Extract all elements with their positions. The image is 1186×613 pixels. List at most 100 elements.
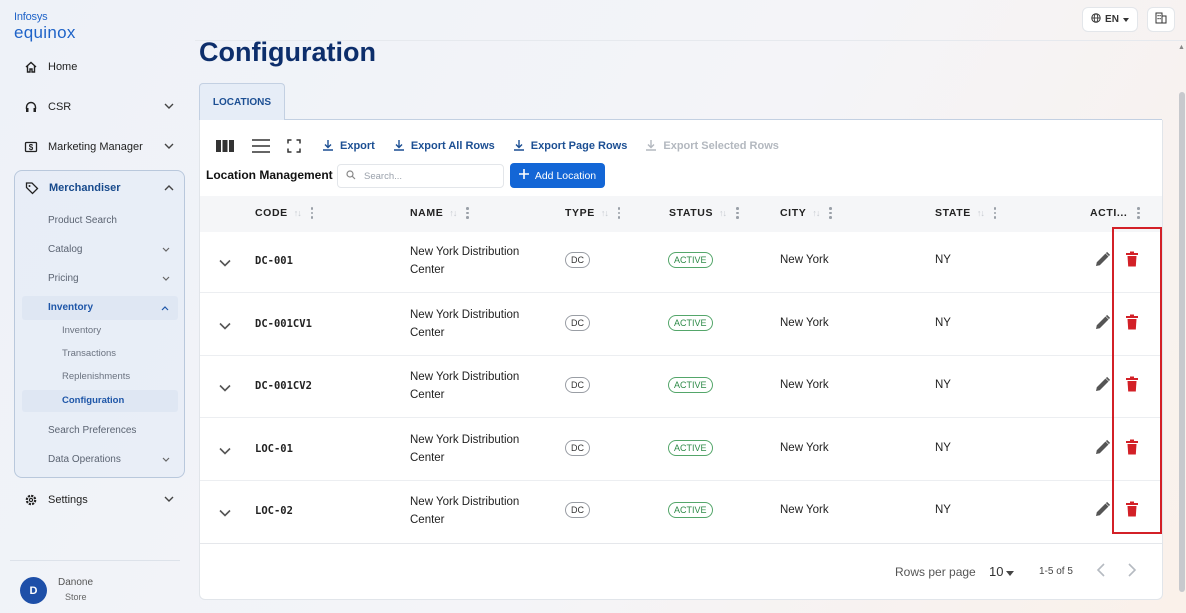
status-badge: ACTIVE <box>668 377 713 393</box>
sort-icon[interactable]: ↑↓ <box>449 208 457 218</box>
export-all-rows-button[interactable]: Export All Rows <box>393 139 495 154</box>
cell-name: New York Distribution Center <box>410 309 520 339</box>
nav-configuration[interactable]: Configuration <box>62 395 125 406</box>
column-label: ACTI... <box>1090 207 1128 219</box>
chevron-down-icon <box>162 455 170 466</box>
merchandiser-section: Merchandiser <box>14 170 185 478</box>
export-button[interactable]: Export <box>322 139 375 154</box>
column-menu-icon[interactable] <box>617 207 621 219</box>
column-header-code[interactable]: CODE ↑↓ <box>255 207 314 219</box>
nav-catalog[interactable]: Catalog <box>48 244 172 255</box>
sort-icon[interactable]: ↑↓ <box>600 208 609 218</box>
previous-page-icon[interactable] <box>1096 563 1106 582</box>
next-page-icon[interactable] <box>1127 563 1137 582</box>
export-selected-rows-button[interactable]: Export Selected Rows <box>645 139 779 154</box>
edit-icon[interactable] <box>1094 251 1111 273</box>
add-location-button[interactable]: Add Location <box>510 163 605 188</box>
edit-icon[interactable] <box>1094 314 1111 336</box>
table-row: DC-001 New York Distribution Center DC A… <box>200 230 1162 293</box>
edit-icon[interactable] <box>1094 501 1111 523</box>
tab-locations[interactable]: LOCATIONS <box>199 83 285 121</box>
column-header-city[interactable]: CITY ↑↓ <box>780 207 832 219</box>
nav-merchandiser[interactable]: Merchandiser <box>15 171 184 205</box>
nav-product-search[interactable]: Product Search <box>48 215 117 226</box>
language-selector[interactable]: EN <box>1082 7 1138 32</box>
nav-settings[interactable]: Settings <box>14 485 184 515</box>
headset-icon <box>14 100 48 114</box>
columns-icon[interactable] <box>214 136 236 156</box>
column-header-actions[interactable]: ACTI... <box>1090 207 1140 219</box>
svg-text:$: $ <box>29 143 34 152</box>
expand-row-icon[interactable] <box>219 504 231 522</box>
table-row: LOC-01 New York Distribution Center DC A… <box>200 418 1162 481</box>
download-icon <box>645 139 657 154</box>
sort-icon[interactable]: ↑↓ <box>976 208 985 218</box>
cell-city: New York <box>780 504 829 516</box>
nav-inventory[interactable]: Inventory <box>22 296 178 320</box>
nav-search-preferences[interactable]: Search Preferences <box>48 425 137 436</box>
nav-marketing-manager[interactable]: $ Marketing Manager <box>14 132 184 162</box>
page-title: Configuration <box>199 37 376 67</box>
sort-icon[interactable]: ↑↓ <box>293 208 302 218</box>
cell-state: NY <box>935 254 951 266</box>
delete-icon[interactable] <box>1125 439 1139 460</box>
column-header-state[interactable]: STATE ↑↓ <box>935 207 997 219</box>
language-label: EN <box>1105 14 1119 25</box>
delete-icon[interactable] <box>1125 376 1139 397</box>
column-header-type[interactable]: TYPE ↑↓ <box>565 207 621 219</box>
rows-per-page-select[interactable]: 10 <box>989 564 1015 579</box>
column-label: CITY <box>780 207 807 219</box>
column-menu-icon[interactable] <box>1137 207 1140 219</box>
sort-icon[interactable]: ↑↓ <box>812 208 820 218</box>
scrollbar-thumb[interactable] <box>1179 92 1185 592</box>
nav-data-operations[interactable]: Data Operations <box>48 454 172 465</box>
column-menu-icon[interactable] <box>310 207 314 219</box>
column-header-status[interactable]: STATUS ↑↓ <box>669 207 739 219</box>
nav-home-label: Home <box>48 61 78 73</box>
delete-icon[interactable] <box>1125 314 1139 335</box>
column-label: STATUS <box>669 207 714 219</box>
infosys-equinox-logo[interactable]: Infosys equinox <box>14 12 76 42</box>
nav-inventory-sub[interactable]: Inventory <box>62 325 102 336</box>
delete-icon[interactable] <box>1125 501 1139 522</box>
logo-line2: equinox <box>14 23 76 42</box>
edit-icon[interactable] <box>1094 376 1111 398</box>
page-scrollbar[interactable]: ▲ <box>1178 44 1186 613</box>
scroll-up-icon[interactable]: ▲ <box>1178 44 1185 51</box>
nav-home[interactable]: Home <box>14 52 184 82</box>
home-icon <box>14 60 48 74</box>
sort-icon[interactable]: ↑↓ <box>719 208 727 218</box>
user-profile[interactable]: D Danone Store <box>10 560 180 613</box>
search-input[interactable] <box>364 170 494 182</box>
cell-state: NY <box>935 442 951 454</box>
column-header-name[interactable]: NAME ↑↓ <box>410 207 469 219</box>
export-page-rows-button[interactable]: Export Page Rows <box>513 139 627 154</box>
section-title: Location Management <box>206 168 333 182</box>
expand-row-icon[interactable] <box>219 254 231 272</box>
expand-row-icon[interactable] <box>219 442 231 460</box>
column-menu-icon[interactable] <box>829 207 832 219</box>
edit-icon[interactable] <box>1094 439 1111 461</box>
tag-icon <box>15 181 49 195</box>
fullscreen-icon[interactable] <box>286 136 302 156</box>
expand-row-icon[interactable] <box>219 379 231 397</box>
store-switcher-button[interactable] <box>1147 7 1175 32</box>
cell-state: NY <box>935 379 951 391</box>
density-icon[interactable] <box>250 136 272 156</box>
nav-replenishments[interactable]: Replenishments <box>62 371 131 382</box>
search-field[interactable] <box>337 164 504 188</box>
nav-csr-label: CSR <box>48 101 72 113</box>
expand-row-icon[interactable] <box>219 317 231 335</box>
nav-configuration-selected[interactable] <box>22 390 178 412</box>
column-menu-icon[interactable] <box>736 207 739 219</box>
nav-transactions[interactable]: Transactions <box>62 348 117 359</box>
chevron-down-icon <box>164 494 174 506</box>
column-menu-icon[interactable] <box>466 207 469 219</box>
nav-csr[interactable]: CSR <box>14 92 184 122</box>
tab-divider <box>285 119 1162 120</box>
column-menu-icon[interactable] <box>993 207 997 219</box>
nav-pricing[interactable]: Pricing <box>48 273 172 284</box>
nav-merchandiser-label: Merchandiser <box>49 182 121 194</box>
delete-icon[interactable] <box>1125 251 1139 272</box>
cell-city: New York <box>780 379 829 391</box>
